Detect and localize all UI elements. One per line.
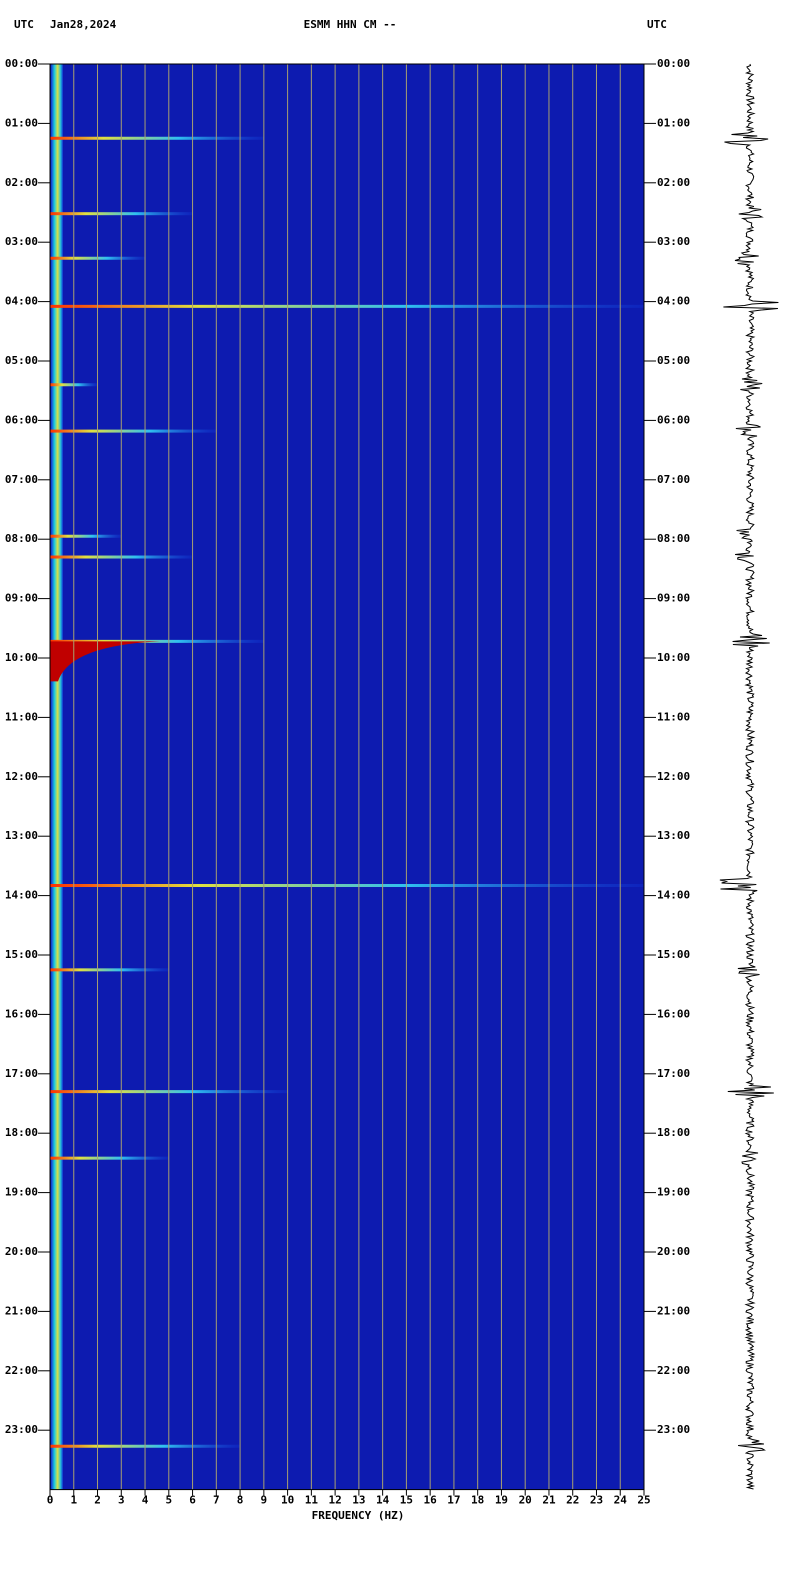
y-tick-label: 17:00 xyxy=(5,1067,38,1080)
y-tick-label-right: 03:00 xyxy=(657,235,690,248)
y-tick-label-right: 07:00 xyxy=(657,473,690,486)
x-tick-label: 10 xyxy=(281,1494,294,1507)
x-tick-label: 4 xyxy=(142,1494,149,1507)
left-utc: UTC xyxy=(14,18,34,31)
chart-title: ESMM HHN CM -- xyxy=(304,18,397,31)
x-tick-label: 23 xyxy=(590,1494,603,1507)
x-tick-label: 17 xyxy=(447,1494,460,1507)
y-tick-label: 23:00 xyxy=(5,1423,38,1436)
y-tick-label: 02:00 xyxy=(5,176,38,189)
y-tick-label: 03:00 xyxy=(5,235,38,248)
x-tick-label: 5 xyxy=(165,1494,172,1507)
x-tick-label: 21 xyxy=(542,1494,556,1507)
y-tick-label-right: 09:00 xyxy=(657,592,690,605)
y-tick-label-right: 17:00 xyxy=(657,1067,690,1080)
y-tick-label-right: 22:00 xyxy=(657,1364,690,1377)
x-tick-label: 22 xyxy=(566,1494,579,1507)
y-tick-label: 09:00 xyxy=(5,592,38,605)
x-tick-label: 25 xyxy=(637,1494,650,1507)
event-coda xyxy=(50,641,160,682)
y-tick-label-right: 20:00 xyxy=(657,1245,690,1258)
y-tick-label-right: 16:00 xyxy=(657,1007,690,1020)
y-tick-label: 06:00 xyxy=(5,413,38,426)
y-tick-label: 00:00 xyxy=(5,57,38,70)
y-tick-label-right: 21:00 xyxy=(657,1304,690,1317)
y-tick-label: 01:00 xyxy=(5,116,38,129)
y-tick-label: 22:00 xyxy=(5,1364,38,1377)
spectrogram-background xyxy=(50,64,644,1490)
y-tick-label: 12:00 xyxy=(5,770,38,783)
y-tick-label-right: 13:00 xyxy=(657,829,690,842)
y-tick-label-right: 01:00 xyxy=(657,116,690,129)
x-tick-label: 7 xyxy=(213,1494,220,1507)
y-tick-label-right: 02:00 xyxy=(657,176,690,189)
x-tick-label: 12 xyxy=(328,1494,341,1507)
x-tick-label: 19 xyxy=(495,1494,508,1507)
date: Jan28,2024 xyxy=(50,18,117,31)
y-tick-label: 20:00 xyxy=(5,1245,38,1258)
event-streak xyxy=(50,1156,169,1160)
y-tick-label: 10:00 xyxy=(5,651,38,664)
x-tick-label: 0 xyxy=(47,1494,54,1507)
x-tick-label: 16 xyxy=(424,1494,438,1507)
right-utc: UTC xyxy=(647,18,667,31)
y-tick-label-right: 23:00 xyxy=(657,1423,690,1436)
x-tick-label: 15 xyxy=(400,1494,413,1507)
event-streak xyxy=(50,429,217,433)
y-tick-label: 05:00 xyxy=(5,354,38,367)
x-tick-label: 20 xyxy=(519,1494,532,1507)
y-tick-label-right: 10:00 xyxy=(657,651,690,664)
y-tick-label: 15:00 xyxy=(5,948,38,961)
y-tick-label-right: 18:00 xyxy=(657,1126,690,1139)
event-streak xyxy=(50,884,644,888)
y-tick-label-right: 11:00 xyxy=(657,710,690,723)
y-tick-label-right: 14:00 xyxy=(657,889,690,902)
y-tick-label-right: 08:00 xyxy=(657,532,690,545)
x-tick-label: 11 xyxy=(305,1494,319,1507)
x-tick-label: 9 xyxy=(261,1494,268,1507)
y-tick-label: 07:00 xyxy=(5,473,38,486)
y-tick-label: 13:00 xyxy=(5,829,38,842)
event-streak xyxy=(50,304,644,308)
x-tick-label: 2 xyxy=(94,1494,101,1507)
seismogram-trace xyxy=(719,63,779,1490)
y-tick-label: 21:00 xyxy=(5,1304,38,1317)
event-streak xyxy=(50,968,169,972)
y-tick-label-right: 12:00 xyxy=(657,770,690,783)
y-tick-label: 19:00 xyxy=(5,1186,38,1199)
y-tick-label: 11:00 xyxy=(5,710,38,723)
x-tick-label: 14 xyxy=(376,1494,390,1507)
y-tick-label: 18:00 xyxy=(5,1126,38,1139)
x-axis-label: FREQUENCY (HZ) xyxy=(312,1509,405,1522)
y-tick-label: 08:00 xyxy=(5,532,38,545)
x-tick-label: 13 xyxy=(352,1494,365,1507)
x-tick-label: 3 xyxy=(118,1494,125,1507)
y-tick-label-right: 05:00 xyxy=(657,354,690,367)
y-tick-label-right: 06:00 xyxy=(657,413,690,426)
y-tick-label: 04:00 xyxy=(5,295,38,308)
event-streak xyxy=(50,136,264,140)
event-streak xyxy=(50,534,122,538)
y-tick-label: 14:00 xyxy=(5,889,38,902)
y-tick-label-right: 15:00 xyxy=(657,948,690,961)
x-tick-label: 18 xyxy=(471,1494,484,1507)
x-tick-label: 8 xyxy=(237,1494,244,1507)
y-tick-label-right: 04:00 xyxy=(657,295,690,308)
x-tick-label: 1 xyxy=(70,1494,77,1507)
low-frequency-band xyxy=(51,64,63,1490)
x-tick-label: 6 xyxy=(189,1494,196,1507)
y-tick-label-right: 00:00 xyxy=(657,57,690,70)
x-tick-label: 24 xyxy=(614,1494,628,1507)
y-tick-label: 16:00 xyxy=(5,1007,38,1020)
y-tick-label-right: 19:00 xyxy=(657,1186,690,1199)
